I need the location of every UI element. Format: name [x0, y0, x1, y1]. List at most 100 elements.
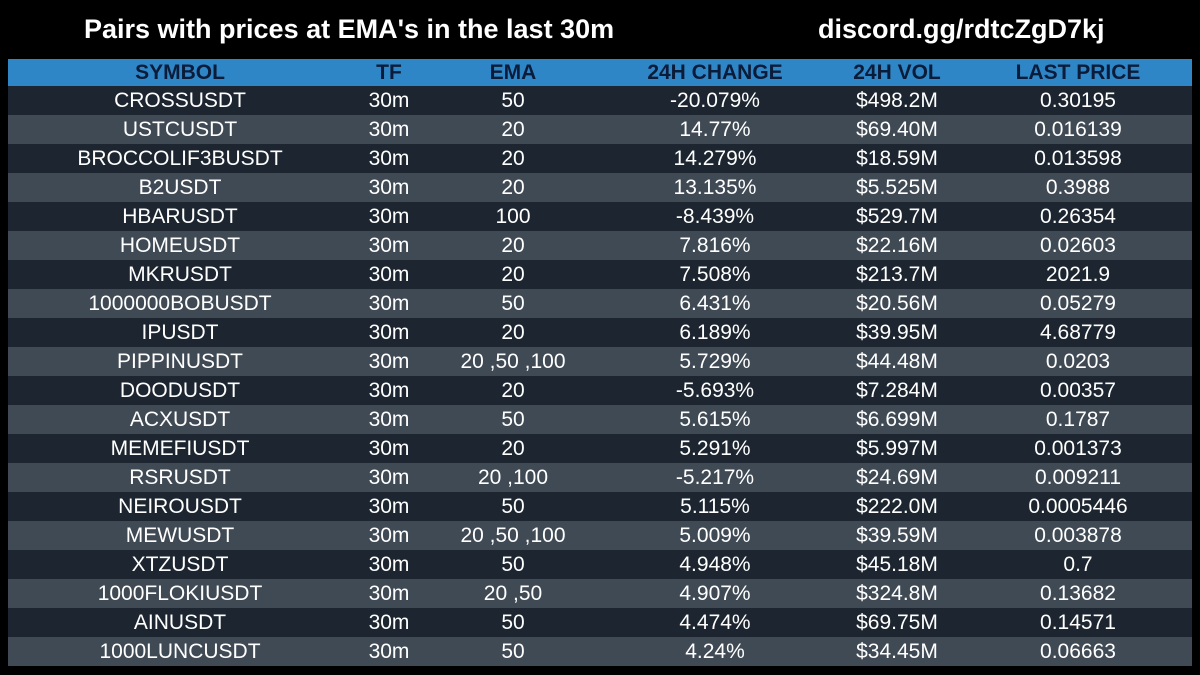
table-row[interactable]: MEMEFIUSDT 30m 20 5.291% $5.997M 0.001373	[8, 434, 1192, 463]
cell-tf: 30m	[352, 202, 426, 231]
column-header-tf[interactable]: TF	[352, 59, 426, 86]
table-row[interactable]: HOMEUSDT 30m 20 7.816% $22.16M 0.02603	[8, 231, 1192, 260]
cell-ema: 20 ,50 ,100	[426, 521, 600, 550]
cell-last-price: 0.0203	[964, 347, 1192, 376]
cell-symbol: MKRUSDT	[8, 260, 352, 289]
cell-tf: 30m	[352, 521, 426, 550]
cell-24h-vol: $69.40M	[830, 115, 964, 144]
cell-24h-vol: $324.8M	[830, 579, 964, 608]
cell-last-price: 0.3988	[964, 173, 1192, 202]
cell-24h-change: 4.948%	[600, 550, 830, 579]
cell-last-price: 0.13682	[964, 579, 1192, 608]
cell-24h-change: 14.279%	[600, 144, 830, 173]
cell-24h-vol: $5.525M	[830, 173, 964, 202]
cell-symbol: 1000000BOBUSDT	[8, 289, 352, 318]
cell-24h-vol: $69.75M	[830, 608, 964, 637]
cell-tf: 30m	[352, 637, 426, 666]
cell-tf: 30m	[352, 376, 426, 405]
cell-24h-change: -5.693%	[600, 376, 830, 405]
column-header-symbol[interactable]: SYMBOL	[8, 59, 352, 86]
cell-24h-vol: $5.997M	[830, 434, 964, 463]
column-header-ema[interactable]: EMA	[426, 59, 600, 86]
cell-24h-change: -20.079%	[600, 86, 830, 115]
table-row[interactable]: 1000FLOKIUSDT 30m 20 ,50 4.907% $324.8M 0.136…	[8, 579, 1192, 608]
cell-last-price: 0.26354	[964, 202, 1192, 231]
table-row[interactable]: CROSSUSDT 30m 50 -20.079% $498.2M 0.30195	[8, 86, 1192, 115]
cell-24h-change: 13.135%	[600, 173, 830, 202]
cell-ema: 100	[426, 202, 600, 231]
cell-24h-vol: $6.699M	[830, 405, 964, 434]
cell-ema: 20	[426, 115, 600, 144]
table-row[interactable]: AINUSDT 30m 50 4.474% $69.75M 0.14571	[8, 608, 1192, 637]
cell-tf: 30m	[352, 86, 426, 115]
cell-tf: 30m	[352, 144, 426, 173]
cell-tf: 30m	[352, 463, 426, 492]
cell-tf: 30m	[352, 289, 426, 318]
table-row[interactable]: MEWUSDT 30m 20 ,50 ,100 5.009% $39.59M 0.0038…	[8, 521, 1192, 550]
table-row[interactable]: USTCUSDT 30m 20 14.77% $69.40M 0.016139	[8, 115, 1192, 144]
cell-24h-change: -5.217%	[600, 463, 830, 492]
table-row[interactable]: 1000LUNCUSDT 30m 50 4.24% $34.45M 0.06663	[8, 637, 1192, 666]
cell-tf: 30m	[352, 260, 426, 289]
table-row[interactable]: XTZUSDT 30m 50 4.948% $45.18M 0.7	[8, 550, 1192, 579]
cell-24h-change: 5.615%	[600, 405, 830, 434]
cell-symbol: DOODUSDT	[8, 376, 352, 405]
cell-last-price: 0.7	[964, 550, 1192, 579]
cell-last-price: 0.05279	[964, 289, 1192, 318]
cell-24h-vol: $7.284M	[830, 376, 964, 405]
cell-symbol: NEIROUSDT	[8, 492, 352, 521]
table-row[interactable]: BROCCOLIF3BUSDT 30m 20 14.279% $18.59M 0.0135…	[8, 144, 1192, 173]
cell-24h-change: 5.115%	[600, 492, 830, 521]
cell-24h-change: -8.439%	[600, 202, 830, 231]
table-header: SYMBOL TF EMA 24H CHANGE 24H VOL LAST PR…	[8, 59, 1192, 86]
header-row: SYMBOL TF EMA 24H CHANGE 24H VOL LAST PR…	[8, 59, 1192, 86]
table-row[interactable]: DOODUSDT 30m 20 -5.693% $7.284M 0.00357	[8, 376, 1192, 405]
cell-tf: 30m	[352, 492, 426, 521]
page-title: Pairs with prices at EMA's in the last 3…	[84, 14, 615, 44]
cell-tf: 30m	[352, 318, 426, 347]
table-row[interactable]: HBARUSDT 30m 100 -8.439% $529.7M 0.26354	[8, 202, 1192, 231]
cell-symbol: HOMEUSDT	[8, 231, 352, 260]
table-row[interactable]: RSRUSDT 30m 20 ,100 -5.217% $24.69M 0.009211	[8, 463, 1192, 492]
cell-24h-change: 6.189%	[600, 318, 830, 347]
cell-ema: 50	[426, 550, 600, 579]
cell-symbol: BROCCOLIF3BUSDT	[8, 144, 352, 173]
cell-ema: 20 ,100	[426, 463, 600, 492]
table-row[interactable]: B2USDT 30m 20 13.135% $5.525M 0.3988	[8, 173, 1192, 202]
cell-24h-vol: $20.56M	[830, 289, 964, 318]
table-row[interactable]: MKRUSDT 30m 20 7.508% $213.7M 2021.9	[8, 260, 1192, 289]
column-header-24h-vol[interactable]: 24H VOL	[830, 59, 964, 86]
cell-ema: 20 ,50	[426, 579, 600, 608]
cell-last-price: 4.68779	[964, 318, 1192, 347]
cell-ema: 20	[426, 434, 600, 463]
column-header-last-price[interactable]: LAST PRICE	[964, 59, 1192, 86]
cell-symbol: 1000LUNCUSDT	[8, 637, 352, 666]
cell-tf: 30m	[352, 347, 426, 376]
cell-tf: 30m	[352, 115, 426, 144]
table-row[interactable]: 1000000BOBUSDT 30m 50 6.431% $20.56M 0.05279	[8, 289, 1192, 318]
table-body: CROSSUSDT 30m 50 -20.079% $498.2M 0.30195 USTC…	[8, 86, 1192, 666]
cell-ema: 20	[426, 231, 600, 260]
cell-tf: 30m	[352, 231, 426, 260]
cell-last-price: 0.016139	[964, 115, 1192, 144]
cell-ema: 50	[426, 405, 600, 434]
column-header-24h-change[interactable]: 24H CHANGE	[600, 59, 830, 86]
cell-symbol: ACXUSDT	[8, 405, 352, 434]
cell-24h-change: 4.24%	[600, 637, 830, 666]
discord-link[interactable]: discord.gg/rdtcZgD7kj	[818, 14, 1105, 44]
cell-ema: 20	[426, 144, 600, 173]
cell-ema: 20	[426, 318, 600, 347]
cell-24h-change: 4.474%	[600, 608, 830, 637]
cell-last-price: 2021.9	[964, 260, 1192, 289]
cell-symbol: HBARUSDT	[8, 202, 352, 231]
cell-symbol: RSRUSDT	[8, 463, 352, 492]
table-row[interactable]: NEIROUSDT 30m 50 5.115% $222.0M 0.0005446	[8, 492, 1192, 521]
table-row[interactable]: ACXUSDT 30m 50 5.615% $6.699M 0.1787	[8, 405, 1192, 434]
table-row[interactable]: IPUSDT 30m 20 6.189% $39.95M 4.68779	[8, 318, 1192, 347]
cell-24h-change: 7.508%	[600, 260, 830, 289]
cell-ema: 20	[426, 173, 600, 202]
cell-24h-vol: $498.2M	[830, 86, 964, 115]
table-row[interactable]: PIPPINUSDT 30m 20 ,50 ,100 5.729% $44.48M 0.0…	[8, 347, 1192, 376]
cell-last-price: 0.06663	[964, 637, 1192, 666]
cell-symbol: PIPPINUSDT	[8, 347, 352, 376]
